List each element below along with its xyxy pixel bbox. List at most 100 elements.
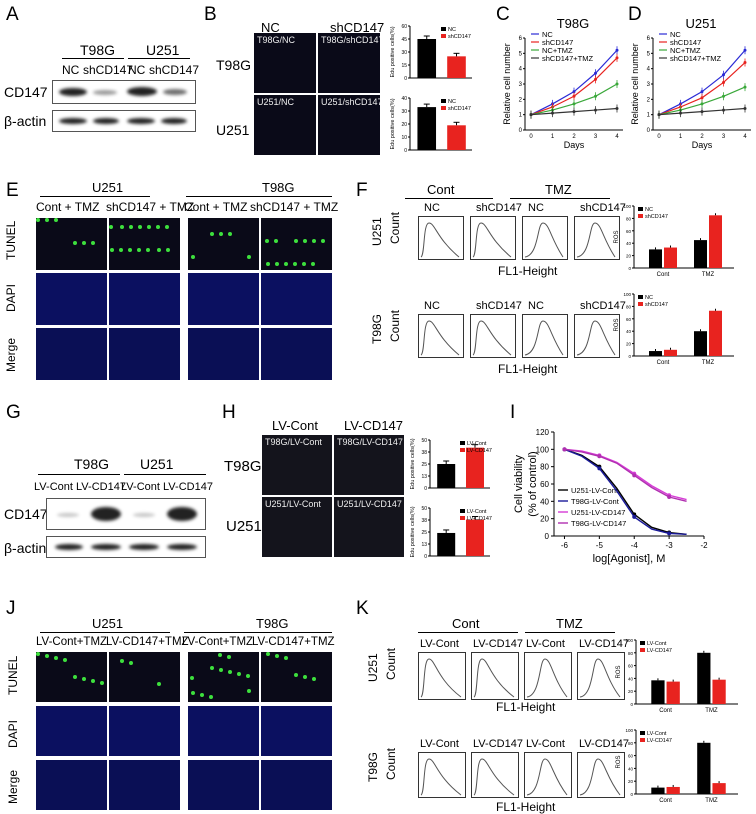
merge-image xyxy=(261,760,332,810)
j-row-tunel: TUNEL xyxy=(6,655,20,695)
histogram-col-label: shCD147 xyxy=(580,202,626,214)
panel-d-label: D xyxy=(628,4,642,25)
y-tick-label: 80 xyxy=(540,463,549,472)
histogram-y-label: Count xyxy=(384,747,398,780)
b-col-sh: shCD147 xyxy=(330,20,385,35)
j-col-label: LV-Cont+TMZ xyxy=(36,636,108,648)
a-cd147-blot xyxy=(52,80,196,104)
a-row-cd147: CD147 xyxy=(4,84,48,100)
g-actin-blot xyxy=(46,536,206,558)
e-row-tunel: TUNEL xyxy=(4,220,18,260)
y-axis-label: (% of control) xyxy=(527,451,539,516)
bar xyxy=(712,679,726,704)
histogram-x-label: FL1-Height xyxy=(496,700,556,714)
chart-title: T98G xyxy=(557,16,590,31)
y-tick-label: 0 xyxy=(545,532,550,541)
x-tick-label: 2 xyxy=(572,134,576,140)
histogram xyxy=(574,216,620,260)
x-tick-label: -5 xyxy=(596,541,604,550)
y-axis-label: ROS xyxy=(616,665,622,678)
tunel-image xyxy=(188,218,259,270)
histogram xyxy=(524,652,572,700)
b-image-t98g-nc: T98G/NC xyxy=(254,33,316,93)
tunel-image xyxy=(36,652,107,702)
legend-swatch xyxy=(638,295,643,299)
merge-image xyxy=(261,328,332,380)
x-tick-label: -2 xyxy=(700,541,708,550)
y-axis-label: ROS xyxy=(614,230,620,243)
j-row-dapi: DAPI xyxy=(6,719,20,748)
dapi-image xyxy=(109,706,180,756)
y-axis-label: Edu positive cells(%) xyxy=(410,438,416,489)
y-tick-label: 80 xyxy=(626,304,632,309)
y-tick-label: 60 xyxy=(626,229,632,234)
histogram xyxy=(471,752,519,798)
a-actin-blot xyxy=(52,110,196,132)
y-tick-label: 15 xyxy=(401,63,407,69)
bar xyxy=(417,39,437,78)
y-tick-label: 38 xyxy=(421,450,427,456)
j-group-line xyxy=(40,632,170,633)
bar xyxy=(649,351,662,356)
data-point xyxy=(597,454,602,459)
panel-b-label: B xyxy=(204,4,217,25)
x-tick-label: Cont xyxy=(659,798,672,804)
a-lane-label: NC xyxy=(128,63,146,77)
h-image-u251-cd147: U251/LV-CD147 xyxy=(334,497,404,557)
y-tick-label: 25 xyxy=(421,530,427,536)
merge-image xyxy=(36,760,107,810)
y-tick-label: 100 xyxy=(536,445,550,454)
b-row-t98g: T98G xyxy=(216,57,252,73)
panel-c-label: C xyxy=(496,4,510,25)
chart-title: U251 xyxy=(685,16,716,31)
histogram-col-label: LV-Cont xyxy=(420,638,459,650)
data-point xyxy=(667,531,672,536)
y-tick-label: 80 xyxy=(628,651,634,656)
a-group-line xyxy=(128,58,190,59)
y-tick-label: 20 xyxy=(628,689,634,694)
x-tick-label: 1 xyxy=(679,134,683,140)
y-tick-label: 20 xyxy=(540,515,549,524)
h-image-t98g-cd147: T98G/LV-CD147 xyxy=(334,435,404,495)
x-axis-label: log[Agonist], M xyxy=(593,553,666,565)
legend-swatch xyxy=(460,516,465,520)
histogram-col-label: LV-CD147 xyxy=(579,638,629,650)
bar xyxy=(664,247,677,268)
legend-label: NC xyxy=(448,99,456,105)
tunel-image xyxy=(109,218,180,270)
x-tick-label: Cont xyxy=(659,708,672,714)
legend-swatch xyxy=(460,448,465,452)
k-group-line xyxy=(525,632,615,633)
series-line xyxy=(564,448,687,535)
histogram-col-label: LV-Cont xyxy=(526,638,565,650)
tunel-image xyxy=(261,218,332,270)
f-group-cont: Cont xyxy=(427,182,455,197)
panel-f-label: F xyxy=(356,180,368,201)
y-tick-label: 3 xyxy=(647,82,651,88)
y-tick-label: 20 xyxy=(626,254,632,259)
panel-e-label: E xyxy=(6,180,19,201)
y-tick-label: 38 xyxy=(421,518,427,524)
a-row-actin: β-actin xyxy=(4,113,47,129)
histogram-row-label: U251 xyxy=(366,653,380,682)
panel-i-label: I xyxy=(510,402,516,423)
x-tick-label: TMZ xyxy=(705,708,718,714)
a-lane-label: NC xyxy=(62,63,80,77)
merge-image xyxy=(188,760,259,810)
tunel-image xyxy=(261,652,332,702)
g-row-actin: β-actin xyxy=(4,540,47,556)
y-tick-label: 5 xyxy=(519,51,523,57)
legend-label: shCD147 xyxy=(670,38,701,47)
legend-label: LV-CD147 xyxy=(647,648,672,654)
k-group-tmz: TMZ xyxy=(556,616,583,631)
bar xyxy=(664,349,677,356)
y-tick-label: 40 xyxy=(626,241,632,246)
histogram xyxy=(418,652,466,700)
histogram-col-label: shCD147 xyxy=(476,202,522,214)
y-tick-label: 0 xyxy=(404,148,407,154)
histogram xyxy=(574,314,620,358)
legend-label: LV-CD147 xyxy=(467,448,492,454)
x-tick-label: -3 xyxy=(666,541,674,550)
